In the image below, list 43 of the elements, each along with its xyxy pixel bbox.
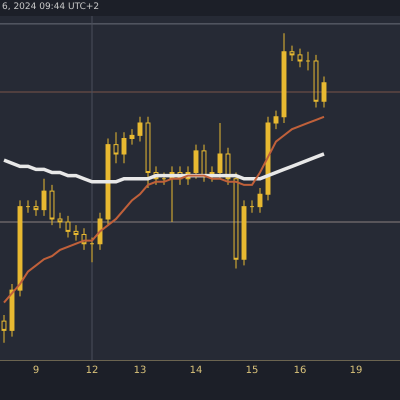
- candlestick: [130, 128, 134, 146]
- candlestick: [146, 116, 150, 188]
- candlestick: [258, 188, 262, 214]
- candlestick: [290, 45, 294, 62]
- candlestick: [58, 212, 62, 229]
- candlestick: [74, 224, 78, 242]
- candlestick: [322, 76, 326, 108]
- candlestick: [82, 228, 86, 250]
- x-tick-label: 15: [246, 365, 258, 376]
- candlestick: [202, 144, 206, 182]
- candlestick: [138, 116, 142, 142]
- candlestick: [50, 184, 54, 226]
- x-tick-label: 9: [32, 365, 40, 376]
- candlestick: [66, 215, 70, 238]
- x-tick-label: 14: [190, 365, 202, 376]
- candlestick: [162, 172, 166, 186]
- candlestick: [122, 132, 126, 164]
- candlestick: [306, 51, 310, 71]
- candlestick: [18, 200, 22, 297]
- candlestick: [242, 200, 246, 266]
- candlestick: [298, 48, 302, 68]
- candlestick: [234, 172, 238, 269]
- text: 6, 2024 09:44 UTC+2: [2, 2, 100, 12]
- candlestick: [42, 178, 46, 216]
- x-tick-label: 19: [350, 365, 362, 376]
- candlestick: [34, 200, 38, 216]
- candlestick: [282, 32, 286, 124]
- candlestick: [154, 166, 158, 186]
- candlestick: [10, 283, 14, 338]
- candlestick: [98, 212, 102, 250]
- candlestick: [194, 144, 198, 180]
- candlestick: [2, 314, 6, 344]
- candlestick: [314, 54, 318, 108]
- candlestick: [274, 110, 278, 130]
- candlestick: [114, 132, 118, 164]
- x-tick-label: 12: [86, 365, 98, 376]
- candlestick: [90, 237, 94, 263]
- candlestick: [250, 200, 254, 214]
- candlestick: [106, 138, 110, 226]
- x-tick-label: 13: [134, 365, 146, 376]
- candlestick: [226, 147, 230, 186]
- candlestick: [26, 200, 30, 214]
- x-tick-label: 16: [294, 365, 306, 376]
